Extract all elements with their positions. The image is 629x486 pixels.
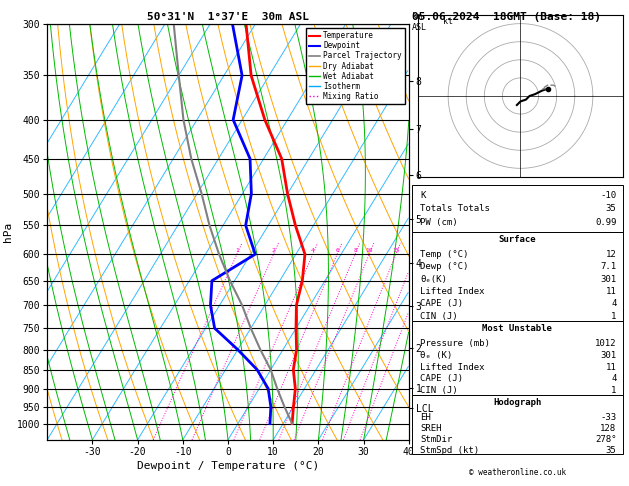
Y-axis label: hPa: hPa bbox=[3, 222, 13, 242]
Text: 301: 301 bbox=[600, 351, 616, 360]
Text: 50°31'N  1°37'E  30m ASL: 50°31'N 1°37'E 30m ASL bbox=[147, 12, 309, 22]
Text: kt: kt bbox=[443, 17, 453, 26]
Text: 4: 4 bbox=[311, 247, 314, 253]
Text: 4: 4 bbox=[611, 299, 616, 308]
Text: 278°: 278° bbox=[595, 435, 616, 444]
Text: 35: 35 bbox=[606, 446, 616, 455]
Text: EH: EH bbox=[420, 413, 431, 422]
Text: 128: 128 bbox=[600, 424, 616, 433]
Text: Totals Totals: Totals Totals bbox=[420, 204, 490, 213]
Text: θₑ(K): θₑ(K) bbox=[420, 275, 447, 284]
X-axis label: Dewpoint / Temperature (°C): Dewpoint / Temperature (°C) bbox=[137, 461, 319, 471]
Text: 6: 6 bbox=[335, 247, 339, 253]
Text: 15: 15 bbox=[392, 247, 399, 253]
Bar bbox=[412, 185, 623, 232]
Text: 8: 8 bbox=[353, 247, 357, 253]
Text: -33: -33 bbox=[600, 413, 616, 422]
Text: 11: 11 bbox=[606, 287, 616, 296]
Text: 1: 1 bbox=[611, 386, 616, 395]
Text: CAPE (J): CAPE (J) bbox=[420, 374, 464, 383]
Text: Lifted Index: Lifted Index bbox=[420, 287, 485, 296]
Bar bbox=[412, 395, 623, 454]
Text: Hodograph: Hodograph bbox=[493, 398, 542, 407]
Text: PW (cm): PW (cm) bbox=[420, 218, 458, 226]
Text: © weatheronline.co.uk: © weatheronline.co.uk bbox=[469, 468, 566, 477]
Text: Pressure (mb): Pressure (mb) bbox=[420, 339, 490, 348]
Text: 11: 11 bbox=[606, 363, 616, 372]
Text: Temp (°C): Temp (°C) bbox=[420, 250, 469, 259]
Text: θₑ (K): θₑ (K) bbox=[420, 351, 453, 360]
Text: CIN (J): CIN (J) bbox=[420, 386, 458, 395]
Bar bbox=[412, 321, 623, 395]
Text: 2: 2 bbox=[272, 247, 276, 253]
Text: Dewp (°C): Dewp (°C) bbox=[420, 262, 469, 271]
Text: K: K bbox=[420, 191, 426, 200]
Bar bbox=[412, 232, 623, 321]
Text: StmDir: StmDir bbox=[420, 435, 453, 444]
Text: Most Unstable: Most Unstable bbox=[482, 324, 552, 333]
Text: 12: 12 bbox=[606, 250, 616, 259]
Text: 1: 1 bbox=[235, 247, 239, 253]
Text: 7.1: 7.1 bbox=[600, 262, 616, 271]
Text: 05.06.2024  18GMT (Base: 18): 05.06.2024 18GMT (Base: 18) bbox=[412, 12, 601, 22]
Text: 4: 4 bbox=[611, 374, 616, 383]
Text: 35: 35 bbox=[606, 204, 616, 213]
Text: 1012: 1012 bbox=[595, 339, 616, 348]
Text: 10: 10 bbox=[365, 247, 373, 253]
Text: Lifted Index: Lifted Index bbox=[420, 363, 485, 372]
Text: 0.99: 0.99 bbox=[595, 218, 616, 226]
Text: -10: -10 bbox=[600, 191, 616, 200]
Text: StmSpd (kt): StmSpd (kt) bbox=[420, 446, 479, 455]
Text: Surface: Surface bbox=[499, 235, 536, 244]
Text: CIN (J): CIN (J) bbox=[420, 312, 458, 321]
Text: 301: 301 bbox=[600, 275, 616, 284]
Text: 1: 1 bbox=[611, 312, 616, 321]
Text: km
ASL: km ASL bbox=[412, 12, 427, 32]
Text: CAPE (J): CAPE (J) bbox=[420, 299, 464, 308]
Legend: Temperature, Dewpoint, Parcel Trajectory, Dry Adiabat, Wet Adiabat, Isotherm, Mi: Temperature, Dewpoint, Parcel Trajectory… bbox=[306, 28, 405, 104]
Text: SREH: SREH bbox=[420, 424, 442, 433]
